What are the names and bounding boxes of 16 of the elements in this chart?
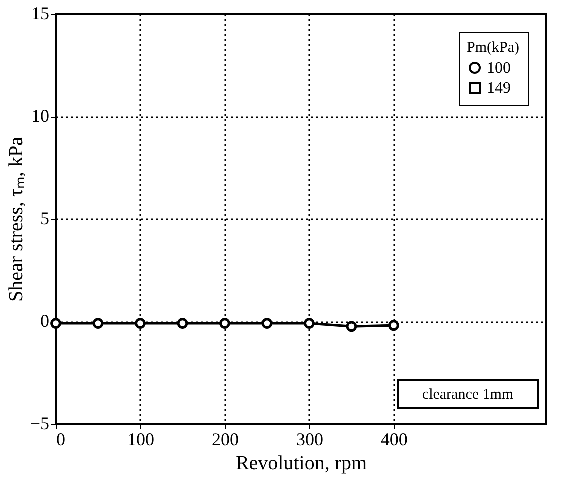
x-tick-label: 300: [296, 430, 324, 450]
y-tick-label: 10: [32, 106, 50, 126]
y-tick-label: 0: [40, 311, 50, 331]
x-axis-title: Revolution, rpm: [236, 452, 368, 474]
x-tick-label: 200: [212, 430, 239, 450]
x-tick-label: 0: [56, 430, 66, 450]
legend-label: 100: [487, 60, 511, 77]
y-tick-label: −5: [30, 414, 50, 434]
y-axis-title: Shear stress, τₘ, kPa: [5, 136, 28, 302]
annotation: clearance 1mm: [422, 387, 514, 403]
x-tick-label: 100: [127, 430, 154, 450]
legend-title: Pm(kPa): [467, 40, 520, 56]
x-tick-label: 400: [380, 430, 408, 450]
legend-label: 149: [487, 80, 511, 97]
y-tick-label: 15: [32, 4, 50, 24]
y-tick-label: 5: [40, 208, 50, 228]
